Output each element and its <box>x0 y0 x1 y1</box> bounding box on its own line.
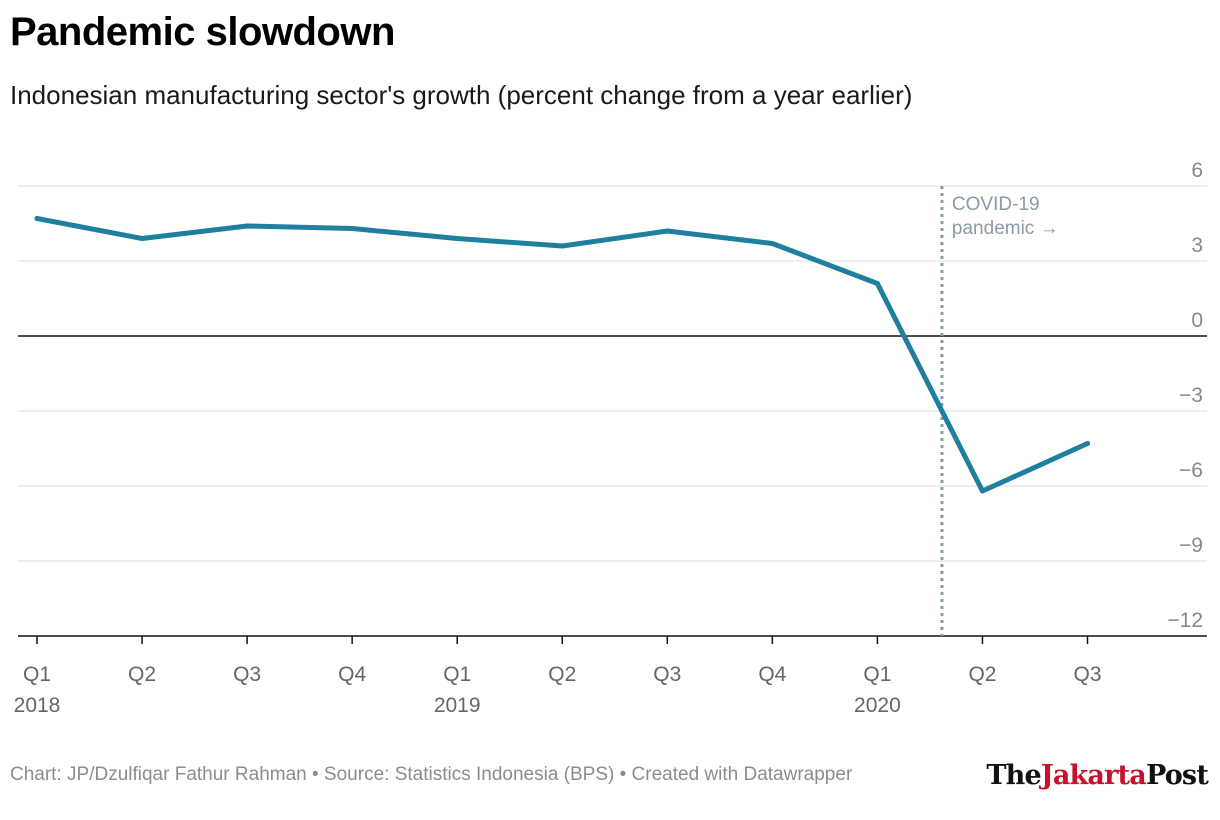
y-tick-label: 3 <box>1191 234 1203 257</box>
x-year-label: 2020 <box>854 694 901 717</box>
x-tick-label: Q1 <box>443 663 471 686</box>
x-year-label: 2018 <box>14 694 61 717</box>
data-point <box>34 216 40 221</box>
chart-footer-credits: Chart: JP/Dzulfiqar Fathur Rahman • Sour… <box>10 764 853 785</box>
x-tick-label: Q1 <box>23 663 51 686</box>
annotation-label-line1: COVID-19 <box>952 194 1040 215</box>
y-tick-label: −12 <box>1167 609 1203 632</box>
logo-post: Post <box>1145 760 1209 791</box>
x-tick-label: Q3 <box>1073 663 1101 686</box>
series-line <box>34 216 1090 494</box>
x-year-label: 2019 <box>434 694 481 717</box>
x-tick-label: Q2 <box>128 663 156 686</box>
data-point <box>1085 441 1090 446</box>
y-tick-label: −6 <box>1179 459 1203 482</box>
data-point <box>454 236 460 241</box>
x-tick-label: Q3 <box>233 663 261 686</box>
data-point <box>664 228 670 234</box>
data-point <box>139 236 145 241</box>
x-tick-label: Q2 <box>548 663 576 686</box>
line-chart: 6 3 0 −3 −6 −9 −12 Q1 2018 Q2 Q3 Q4 Q1 2019 Q2 Q3 Q4 Q1 20… <box>14 159 1207 717</box>
y-tick-label: −3 <box>1179 384 1203 407</box>
jakarta-post-logo: TheJakartaPost <box>986 760 1208 791</box>
data-point <box>979 488 985 494</box>
chart-subtitle: Indonesian manufacturing sector's growth… <box>10 80 913 110</box>
x-tick-label: Q2 <box>968 663 996 686</box>
x-tick-label: Q4 <box>338 663 366 686</box>
annotation-label-line2: pandemic → <box>952 218 1059 239</box>
logo-jakarta: Jakarta <box>1040 760 1147 791</box>
chart-title: Pandemic slowdown <box>10 10 395 54</box>
data-point <box>244 223 250 229</box>
data-point <box>769 241 775 246</box>
data-point <box>874 281 880 286</box>
x-tick-label: Q1 <box>863 663 891 686</box>
y-tick-label: −9 <box>1179 534 1203 557</box>
logo-the: The <box>986 760 1041 791</box>
data-point <box>349 226 355 231</box>
x-tick-label: Q3 <box>653 663 681 686</box>
y-tick-label: 6 <box>1191 159 1203 182</box>
x-tick-label: Q4 <box>758 663 786 686</box>
data-point <box>559 243 565 249</box>
y-tick-label: 0 <box>1191 309 1203 332</box>
